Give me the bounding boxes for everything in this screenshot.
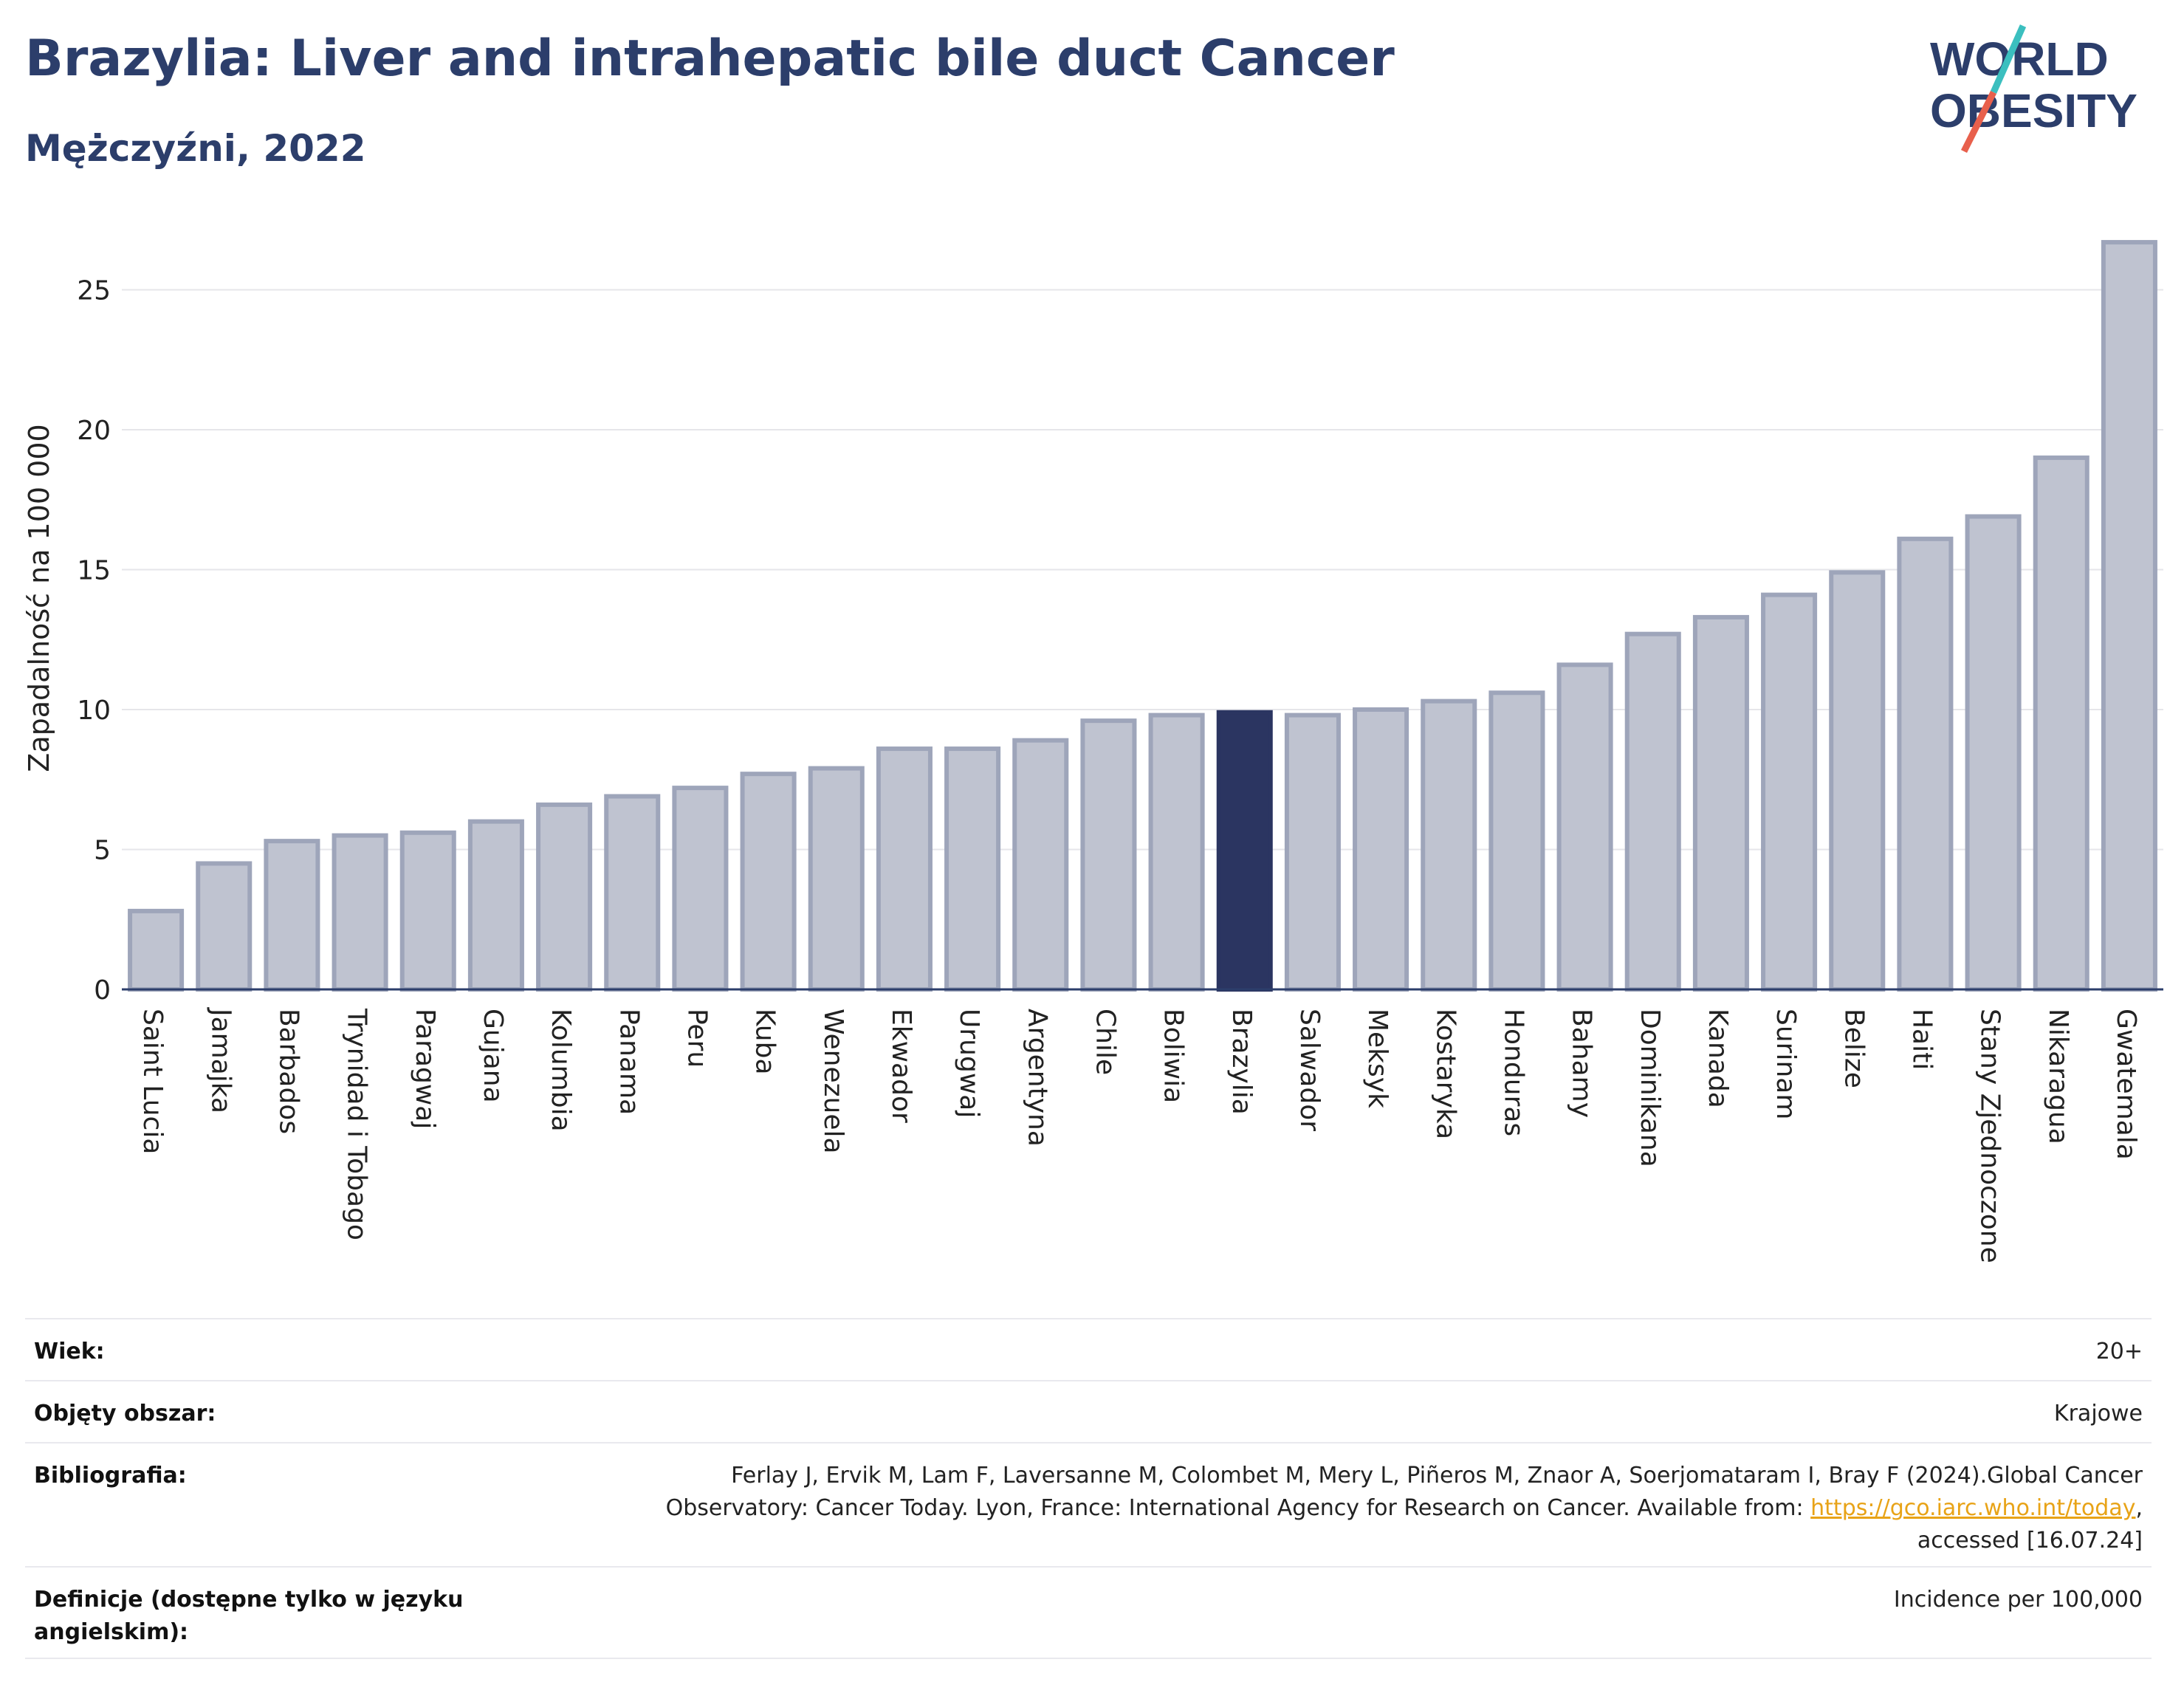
- bar-chile: [1080, 718, 1137, 992]
- x-tick-label: Surinam: [1771, 1009, 1801, 1119]
- bibliography-line2-post: ,: [2135, 1495, 2143, 1521]
- x-tick-label: Salwador: [1294, 1009, 1325, 1131]
- x-tick-label: Barbados: [273, 1009, 303, 1134]
- x-tick-label: Argentyna: [1022, 1009, 1052, 1147]
- y-tick-label: 5: [94, 836, 111, 866]
- bar-gujana: [467, 819, 524, 992]
- y-tick-label: 0: [94, 975, 111, 1006]
- x-tick-label: Kolumbia: [546, 1009, 576, 1132]
- logo-line2: OBESITY: [1930, 84, 2137, 137]
- bar-dominikana: [1624, 631, 1681, 992]
- bibliography-link[interactable]: https://gco.iarc.who.int/today: [1810, 1495, 2136, 1521]
- x-tick-label: Ekwador: [886, 1009, 916, 1123]
- x-tick-label: Peru: [681, 1009, 712, 1068]
- chart-title: Brazylia: Liver and intrahepatic bile du…: [25, 30, 1395, 88]
- bar-saint-lucia: [128, 908, 185, 992]
- bar-kuba: [740, 772, 797, 992]
- bar-ekwador: [876, 746, 933, 992]
- bar-wenezuela: [808, 766, 865, 992]
- bar-belize: [1829, 570, 1886, 992]
- x-tick-label: Wenezuela: [818, 1009, 848, 1154]
- bar-kanada: [1692, 614, 1749, 992]
- bar-brazylia: [1216, 710, 1273, 992]
- x-tick-label: Dominikana: [1635, 1009, 1665, 1167]
- x-tick-label: Boliwia: [1158, 1009, 1189, 1103]
- x-tick-label: Chile: [1090, 1009, 1120, 1075]
- x-tick-label: Panama: [614, 1009, 644, 1115]
- x-tick-label: Kanada: [1703, 1009, 1733, 1108]
- meta-value-coverage: Krajowe: [2053, 1401, 2143, 1427]
- y-axis-label: Zapadalność na 100 000: [23, 424, 55, 772]
- y-axis-ticks: 0 5 10 15 20 25: [77, 276, 111, 1006]
- bar-barbados: [264, 839, 320, 992]
- bar-stany-zjednoczone: [1965, 514, 2022, 992]
- bibliography-line2-text: Observatory: Cancer Today. Lyon, France:…: [665, 1495, 1811, 1521]
- meta-row-coverage: Objęty obszar: Krajowe: [25, 1380, 2152, 1442]
- bibliography-line3: accessed [16.07.24]: [1917, 1528, 2143, 1553]
- bar-urugwaj: [944, 746, 1001, 992]
- meta-row-bibliography: Bibliografia: Ferlay J, Ervik M, Lam F, …: [25, 1442, 2152, 1566]
- bar-trynidad-i-tobago: [332, 833, 388, 992]
- x-tick-label: Brazylia: [1226, 1009, 1257, 1115]
- bar-meksyk: [1353, 707, 1409, 992]
- bar-bahamy: [1556, 662, 1613, 992]
- meta-value-bibliography: Ferlay J, Ervik M, Lam F, Laversanne M, …: [518, 1460, 2143, 1557]
- x-tick-label: Nikaragua: [2043, 1009, 2073, 1144]
- x-tick-label: Saint Lucia: [137, 1009, 168, 1154]
- meta-value-age: 20+: [2095, 1339, 2143, 1364]
- bar-salwador: [1284, 713, 1341, 992]
- x-tick-label: Gujana: [478, 1009, 508, 1103]
- meta-label-age: Wiek:: [34, 1339, 105, 1364]
- x-tick-label: Meksyk: [1362, 1009, 1393, 1108]
- world-obesity-logo: WORLD OBESITY: [1930, 24, 2137, 154]
- bar-chart: 0 5 10 15 20 25 Saint Lucia Jamajka Barbados Try…: [23, 240, 2163, 1263]
- meta-row-age: Wiek: 20+: [25, 1318, 2152, 1380]
- bar-surinam: [1761, 592, 1818, 992]
- x-tick-label: Gwatemala: [2111, 1009, 2141, 1160]
- bar-paragwaj: [399, 830, 456, 992]
- x-tick-label: Kostaryka: [1430, 1009, 1460, 1139]
- x-tick-label: Kuba: [750, 1009, 780, 1075]
- x-tick-label: Bahamy: [1567, 1009, 1597, 1118]
- y-tick-label: 25: [77, 276, 111, 306]
- bar-haiti: [1897, 536, 1954, 992]
- x-tick-label: Trynidad i Tobago: [342, 1008, 372, 1240]
- bar-argentyna: [1012, 738, 1069, 992]
- x-tick-label: Urugwaj: [954, 1009, 984, 1118]
- bar-gwatemala: [2101, 240, 2157, 992]
- meta-row-definitions: Definicje (dostępne tylko w języku angie…: [25, 1566, 2152, 1659]
- bibliography-line2: Observatory: Cancer Today. Lyon, France:…: [518, 1492, 2143, 1525]
- meta-label-bibliography: Bibliografia:: [34, 1463, 187, 1489]
- bar-peru: [672, 786, 729, 992]
- x-tick-label: Honduras: [1498, 1009, 1528, 1136]
- bar-panama: [604, 794, 661, 992]
- logo-slash-teal: [1990, 24, 2027, 94]
- bar-honduras: [1488, 690, 1545, 992]
- bar-nikaragua: [2033, 455, 2089, 992]
- x-tick-label: Belize: [1838, 1009, 1869, 1088]
- meta-value-definitions: Incidence per 100,000: [1893, 1587, 2143, 1613]
- meta-label-coverage: Objęty obszar:: [34, 1401, 216, 1427]
- bar-boliwia: [1148, 713, 1205, 992]
- x-axis-labels: Saint Lucia Jamajka Barbados Trynidad i Tob…: [137, 1007, 2141, 1263]
- y-tick-label: 10: [77, 696, 111, 726]
- bar-jamajka: [196, 861, 253, 992]
- y-tick-label: 15: [77, 556, 111, 586]
- bibliography-line1: Ferlay J, Ervik M, Lam F, Laversanne M, …: [731, 1463, 2143, 1489]
- x-tick-label: Stany Zjednoczone: [1975, 1009, 2005, 1263]
- x-tick-label: Jamajka: [205, 1007, 236, 1113]
- grid-lines: [122, 289, 2163, 851]
- bar-kostaryka: [1421, 698, 1477, 992]
- logo-slash-coral: [1960, 90, 1997, 154]
- chart-subtitle: Mężczyźni, 2022: [25, 127, 366, 170]
- y-tick-label: 20: [77, 416, 111, 446]
- metadata-table: Wiek: 20+ Objęty obszar: Krajowe Bibliog…: [25, 1318, 2152, 1659]
- bar-kolumbia: [536, 802, 593, 992]
- bars: [128, 240, 2157, 992]
- x-tick-label: Haiti: [1906, 1009, 1937, 1070]
- meta-label-definitions: Definicje (dostępne tylko w języku angie…: [34, 1587, 464, 1645]
- x-tick-label: Paragwaj: [410, 1009, 440, 1129]
